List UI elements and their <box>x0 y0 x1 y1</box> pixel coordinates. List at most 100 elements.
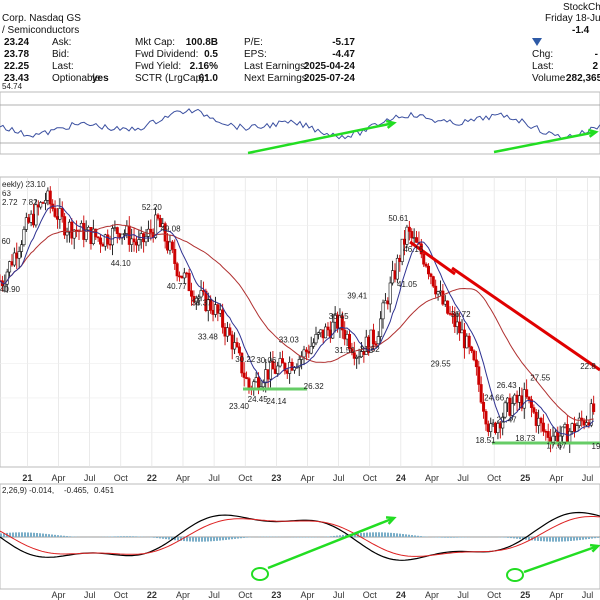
macd-circle <box>251 567 269 581</box>
price-candle-body <box>163 223 167 242</box>
price-candle-body <box>589 403 593 426</box>
price-candle-body <box>106 234 110 245</box>
right-stat-0-label: P/E: <box>244 37 263 48</box>
right-stat-1-label: EPS: <box>244 49 267 60</box>
price-annotation: 30.22 <box>235 355 256 364</box>
header-title: Corp. Nasdaq GS <box>2 13 81 24</box>
trend-arrow-head <box>587 128 599 138</box>
macd-hist-bar <box>546 537 548 542</box>
price-candle-body <box>149 228 153 233</box>
macd-hist-bar <box>51 534 53 537</box>
x-tick-label-bottom: Apr <box>300 590 314 600</box>
price-candle-body <box>43 200 47 204</box>
price-candle-body <box>266 369 270 380</box>
price-annotation: 40.90 <box>0 285 21 294</box>
macd-hist-bar <box>9 532 11 537</box>
x-tick-label: Apr <box>425 473 439 483</box>
macd-hist-bar <box>444 537 446 538</box>
price-candle-body <box>156 214 160 219</box>
macd-hist-bar <box>69 536 71 537</box>
price-candle-body <box>582 420 586 426</box>
price-candle-body <box>53 208 57 217</box>
macd-hist-bar <box>330 536 332 537</box>
macd-hist-bar <box>174 537 176 541</box>
price-candle-body <box>84 229 88 240</box>
macd-hist-bar <box>213 537 215 542</box>
price-candle-body <box>376 336 380 345</box>
price-candle-body <box>491 422 495 425</box>
macd-hist-bar <box>528 537 530 541</box>
macd-hist-bar <box>153 537 155 538</box>
price-candle-body <box>398 257 402 262</box>
macd-hist-bar <box>168 537 170 540</box>
price-candle-body <box>424 263 428 267</box>
price-candle-body <box>223 327 227 337</box>
price-candle-body <box>438 290 442 293</box>
macd-hist-bar <box>246 537 248 538</box>
macd-hist-bar <box>114 536 116 537</box>
macd-hist-bar <box>537 537 539 541</box>
price-candle-body <box>182 272 186 279</box>
price-candle-body <box>405 226 409 245</box>
price-candle-body <box>29 213 33 223</box>
x-tick-label: Apr <box>549 473 563 483</box>
macd-hist-bar <box>132 536 134 537</box>
price-candle-body <box>458 321 462 334</box>
macd-legend-c: 0.451 <box>94 486 115 495</box>
price-candle-body <box>319 329 323 334</box>
price-candle-body <box>410 231 414 239</box>
price-candle-body <box>544 431 548 433</box>
left-stat-0-value: 23.24 <box>4 37 29 48</box>
macd-hist-bar <box>588 537 590 539</box>
macd-hist-bar <box>438 537 440 538</box>
price-candle-body <box>168 241 172 251</box>
macd-hist-bar <box>411 535 413 537</box>
price-candle-body <box>312 342 316 347</box>
macd-hist-bar <box>594 537 596 539</box>
price-candle-body <box>285 370 289 374</box>
price-candle-body <box>422 253 426 265</box>
macd-hist-bar <box>162 537 164 539</box>
price-candle-body <box>479 384 483 403</box>
price-candle-body <box>446 300 450 314</box>
macd-hist-bar <box>459 537 461 538</box>
price-candle-body <box>525 389 529 398</box>
x-tick-label-bottom: Jul <box>333 590 345 600</box>
macd-hist-bar <box>54 534 56 537</box>
price-candle-body <box>412 237 416 239</box>
price-candle-body <box>374 343 378 346</box>
price-candle-body <box>32 213 36 226</box>
price-candle-body <box>89 227 93 244</box>
price-candle-body <box>22 229 26 246</box>
price-candle-body <box>482 401 486 412</box>
price-annotation: 36.45 <box>329 312 350 321</box>
x-tick-label-bottom: 23 <box>271 590 281 600</box>
price-candle-body <box>297 359 301 368</box>
macd-hist-bar <box>390 532 392 537</box>
macd-hist-bar <box>30 532 32 537</box>
macd-hist-bar <box>207 537 209 542</box>
price-candle-body <box>39 202 43 208</box>
x-tick-label: Jul <box>208 473 220 483</box>
price-candle-body <box>197 296 201 299</box>
far-right-stat-0-value: - <box>595 49 598 60</box>
x-axis-price: 21 Apr Jul Oct 22 Apr Jul Oct 23 Apr Jul Oct 24 Apr Ju… <box>22 473 593 483</box>
macd-hist-bar <box>120 536 122 537</box>
header-subtitle: / Semiconductors <box>2 25 79 36</box>
macd-hist-bar <box>516 537 518 539</box>
x-tick-label-bottom: 24 <box>396 590 406 600</box>
macd-hist-bar <box>384 532 386 537</box>
price-candle-body <box>371 329 375 345</box>
price-annotation: 36.72 <box>451 310 472 319</box>
macd-hist-bar <box>0 533 2 537</box>
macd-hist-bar <box>48 534 50 537</box>
macd-hist-bar <box>453 537 455 538</box>
price-candle-body <box>565 424 569 443</box>
macd-hist-bar <box>216 537 218 541</box>
price-candle-body <box>185 272 189 275</box>
price-candle-body <box>134 241 138 246</box>
far-right-stat-1-label: Last: <box>532 61 554 72</box>
price-candle-body <box>501 416 505 429</box>
price-candle-body <box>513 394 517 404</box>
